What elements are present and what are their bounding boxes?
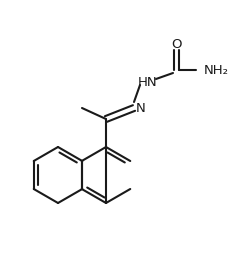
Text: O: O: [171, 38, 181, 51]
Text: N: N: [136, 102, 146, 115]
Text: HN: HN: [138, 75, 158, 88]
Text: NH₂: NH₂: [204, 64, 229, 76]
